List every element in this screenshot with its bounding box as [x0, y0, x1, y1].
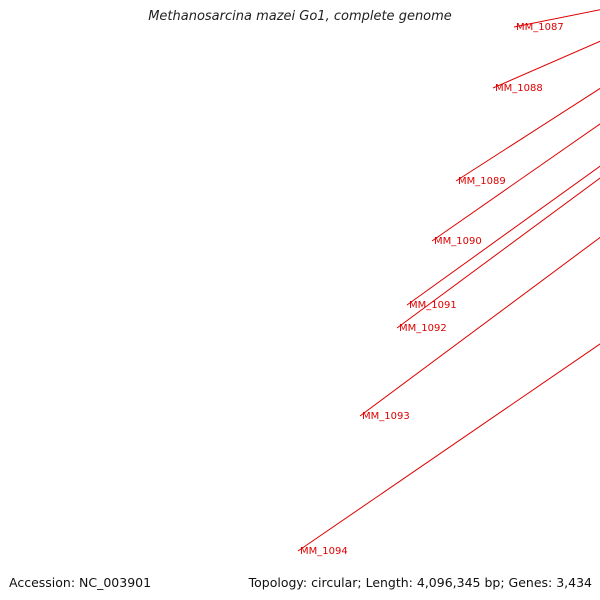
gene-leader-line: [513, 9, 600, 28]
gene-leader-line: [455, 87, 600, 182]
gene-label[interactable]: MM_1091: [409, 300, 457, 311]
gene-label[interactable]: MM_1087: [516, 22, 564, 33]
gene-label[interactable]: MM_1092: [399, 323, 447, 334]
gene-label[interactable]: MM_1093: [362, 411, 410, 422]
map-title: Methanosarcina mazei Go1, complete genom…: [148, 9, 452, 24]
gene-leader-line: [431, 123, 600, 242]
gene-leader-line: [396, 177, 600, 329]
genome-summary: Topology: circular; Length: 4,096,345 bp…: [248, 575, 592, 590]
gene-label[interactable]: MM_1094: [300, 546, 348, 557]
gene-leader-line: [359, 236, 600, 417]
gene-label[interactable]: MM_1088: [495, 83, 543, 94]
gene-leader-line: [406, 165, 600, 306]
gene-label-layer: MM_1087 MM_1088 MM_1089 MM_1090 MM_1091 MM_10…: [297, 9, 600, 557]
gene-leader-line: [492, 40, 600, 89]
gene-leader-line: [297, 343, 600, 552]
gene-label[interactable]: MM_1089: [458, 176, 506, 187]
gene-label[interactable]: MM_1090: [434, 236, 482, 247]
accession-label: Accession: NC_003901: [9, 575, 152, 590]
